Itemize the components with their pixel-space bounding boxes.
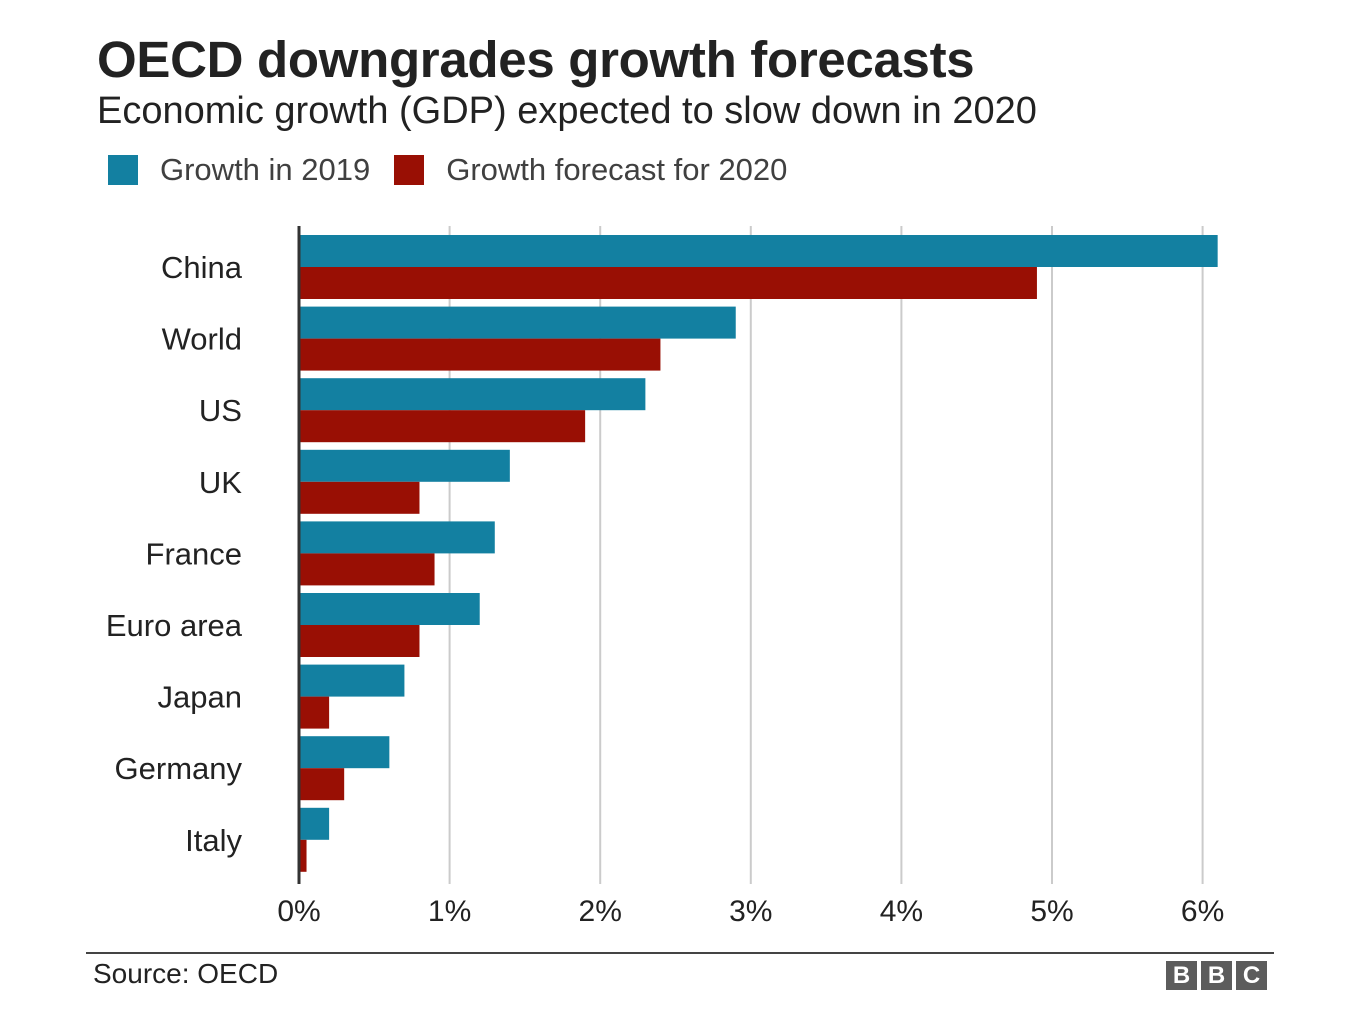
legend-swatch-2020: [394, 155, 425, 185]
bar-2020: [299, 553, 435, 586]
bbc-logo-letter: B: [1201, 961, 1232, 990]
bar-2020: [299, 338, 661, 371]
x-tick-label: 0%: [277, 895, 320, 928]
bbc-logo: B B C: [1166, 961, 1267, 990]
chart-subtitle: Economic growth (GDP) expected to slow d…: [97, 90, 1037, 132]
bar-2019: [299, 736, 390, 769]
bar-2020: [299, 768, 345, 801]
bar-2019: [299, 306, 736, 339]
category-label: Euro area: [106, 608, 243, 643]
source-note: Source: OECD: [93, 958, 279, 989]
bar-2019: [299, 593, 480, 625]
bar-2020: [299, 267, 1037, 299]
bar-2020: [299, 410, 586, 443]
bar-2019: [299, 378, 646, 411]
chart-title: OECD downgrades growth forecasts: [97, 31, 975, 88]
bbc-logo-letter: B: [1166, 961, 1197, 990]
bar-2019: [299, 521, 495, 554]
bar-2019: [299, 807, 330, 840]
legend: Growth in 2019 Growth forecast for 2020: [108, 150, 811, 190]
category-label: Germany: [115, 751, 243, 786]
x-tick-label: 2%: [579, 895, 622, 928]
footer-rule: [86, 952, 1274, 954]
category-label: France: [146, 536, 242, 571]
bar-2020: [299, 696, 330, 729]
x-tick-label: 4%: [880, 895, 923, 928]
category-label: Italy: [185, 823, 242, 858]
bar-2019: [299, 235, 1218, 267]
category-label: World: [162, 322, 242, 357]
x-tick-label: 5%: [1030, 895, 1073, 928]
bar-2019: [299, 449, 510, 482]
category-label: UK: [199, 465, 242, 500]
category-label: China: [161, 250, 243, 285]
category-label: US: [199, 393, 242, 428]
bar-2019: [299, 664, 405, 697]
bar-2020: [299, 481, 420, 514]
bar-2020: [299, 625, 420, 657]
category-label: Japan: [158, 680, 242, 715]
bar-chart: China World US UK France Euro area Japan German…: [106, 226, 1224, 928]
x-tick-label: 1%: [428, 895, 471, 928]
legend-swatch-2019: [108, 155, 138, 185]
bbc-logo-letter: C: [1236, 961, 1267, 990]
x-tick-label: 6%: [1181, 895, 1224, 928]
legend-label-2020: Growth forecast for 2020: [446, 152, 788, 187]
legend-label-2019: Growth in 2019: [160, 152, 371, 187]
x-tick-label: 3%: [729, 895, 772, 928]
bar-2020: [299, 839, 307, 872]
